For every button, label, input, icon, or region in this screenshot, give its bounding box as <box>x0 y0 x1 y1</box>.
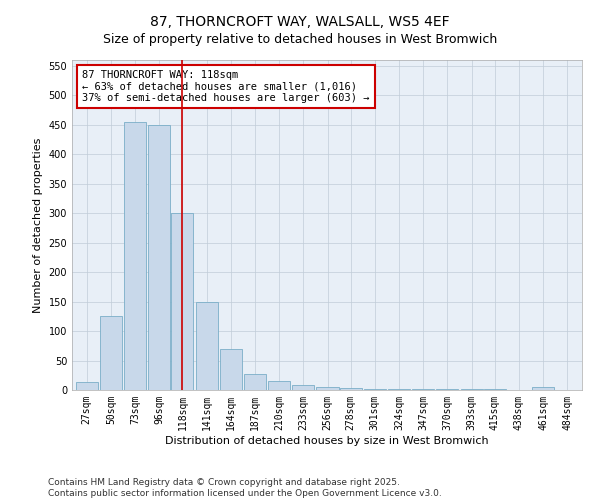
Bar <box>388 389 410 390</box>
Bar <box>292 386 314 390</box>
Text: 87 THORNCROFT WAY: 118sqm
← 63% of detached houses are smaller (1,016)
37% of se: 87 THORNCROFT WAY: 118sqm ← 63% of detac… <box>82 70 370 103</box>
Bar <box>268 381 290 390</box>
Text: Size of property relative to detached houses in West Bromwich: Size of property relative to detached ho… <box>103 32 497 46</box>
Bar <box>340 388 362 390</box>
Text: 87, THORNCROFT WAY, WALSALL, WS5 4EF: 87, THORNCROFT WAY, WALSALL, WS5 4EF <box>150 15 450 29</box>
X-axis label: Distribution of detached houses by size in West Bromwich: Distribution of detached houses by size … <box>165 436 489 446</box>
Bar <box>532 387 554 390</box>
Bar <box>196 302 218 390</box>
Bar <box>364 389 386 390</box>
Bar <box>412 389 434 390</box>
Bar <box>124 122 146 390</box>
Bar <box>100 316 122 390</box>
Bar <box>76 382 98 390</box>
Bar <box>316 387 338 390</box>
Bar <box>172 213 193 390</box>
Text: Contains HM Land Registry data © Crown copyright and database right 2025.
Contai: Contains HM Land Registry data © Crown c… <box>48 478 442 498</box>
Bar <box>148 125 170 390</box>
Y-axis label: Number of detached properties: Number of detached properties <box>33 138 43 312</box>
Bar <box>244 374 266 390</box>
Bar <box>220 349 242 390</box>
